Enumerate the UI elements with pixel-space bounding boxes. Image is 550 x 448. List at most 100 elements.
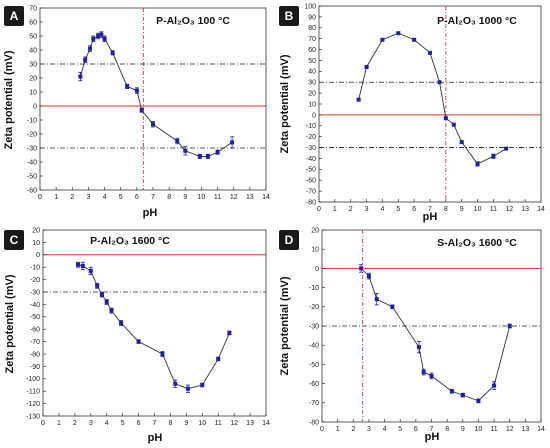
- series-line: [358, 32, 507, 165]
- x-tick-label: 1: [336, 426, 340, 433]
- y-tick-label: 20: [32, 227, 40, 234]
- data-point: [451, 122, 456, 127]
- data-point: [173, 381, 178, 386]
- data-point: [475, 161, 480, 166]
- y-tick-label: 50: [29, 33, 37, 40]
- y-tick-label: -30: [309, 323, 319, 330]
- x-tick-label: 9: [461, 426, 465, 433]
- x-tick-label: 8: [444, 206, 448, 213]
- y-tick-label: 10: [311, 247, 319, 254]
- data-point: [88, 46, 93, 51]
- x-tick-label: 10: [198, 194, 206, 201]
- x-tick-label: 12: [230, 194, 238, 201]
- y-tick-label: -50: [309, 362, 319, 369]
- y-tick-label: -120: [26, 401, 40, 408]
- panel-badge-letter: B: [285, 9, 294, 23]
- data-point: [443, 116, 448, 121]
- x-tick-label: 7: [151, 194, 155, 201]
- x-tick-label: 6: [414, 426, 418, 433]
- data-point: [109, 308, 114, 313]
- data-point: [429, 373, 434, 378]
- y-tick-label: 70: [308, 36, 316, 43]
- x-tick-label: 14: [262, 420, 270, 427]
- data-point: [421, 370, 426, 375]
- x-tick-label: 11: [490, 426, 497, 433]
- data-point: [119, 321, 124, 325]
- y-tick-label: -80: [306, 199, 316, 206]
- y-tick-label: 100: [304, 3, 316, 10]
- y-axis-label: Zeta potential (mV): [3, 50, 15, 149]
- y-tick-label: -40: [309, 343, 319, 350]
- data-point: [504, 146, 509, 151]
- x-tick-label: 6: [412, 206, 416, 213]
- y-tick-label: 80: [308, 25, 316, 32]
- x-tick-label: 14: [537, 426, 545, 433]
- panel-title: P-Al₂O₃ 1600 °C: [90, 235, 170, 247]
- data-point: [200, 383, 205, 387]
- x-tick-label: 7: [153, 420, 157, 427]
- data-point: [136, 339, 141, 344]
- y-tick-label: 50: [308, 58, 316, 65]
- panel-badge-letter: A: [10, 9, 19, 23]
- y-tick-label: -110: [27, 389, 41, 396]
- x-tick-label: 8: [445, 426, 449, 433]
- x-tick-label: 14: [537, 206, 545, 213]
- y-tick-label: 20: [311, 227, 319, 234]
- x-tick-label: 6: [135, 194, 139, 201]
- data-point: [491, 154, 496, 159]
- chart-panel-b: 0 1 2 3 4 5 6 7 8 9 10 11 12 13 14-80-70-60-50-40-30-2…: [279, 3, 545, 223]
- data-point: [492, 383, 497, 388]
- x-tick-label: 4: [383, 426, 387, 433]
- panel-badge: [4, 6, 24, 26]
- x-tick-label: 2: [349, 206, 353, 213]
- x-tick-label: 2: [70, 194, 74, 201]
- data-point: [151, 122, 155, 127]
- y-axis-label: Zeta potential (mV): [279, 54, 291, 153]
- y-tick-label: 40: [29, 47, 37, 54]
- x-tick-label: 1: [333, 206, 337, 213]
- x-tick-label: 3: [367, 426, 371, 433]
- y-tick-label: -10: [309, 285, 319, 292]
- y-tick-label: -10: [306, 123, 316, 130]
- panel-badge: [279, 6, 299, 26]
- data-point: [380, 37, 385, 42]
- x-tick-label: 3: [89, 420, 93, 427]
- x-tick-label: 14: [262, 194, 270, 201]
- x-tick-label: 8: [167, 194, 171, 201]
- y-tick-label: -100: [26, 376, 40, 383]
- y-tick-label: 0: [36, 252, 40, 259]
- data-point: [95, 283, 100, 288]
- data-point: [460, 393, 465, 398]
- x-tick-label: 1: [54, 194, 58, 201]
- data-point: [160, 352, 165, 356]
- x-tick-label: 5: [121, 420, 125, 427]
- x-tick-label: 2: [73, 420, 77, 427]
- y-tick-label: 70: [29, 5, 37, 12]
- chart-panel-c: 0 1 2 3 4 5 6 7 8 9 10 11 12 13 14-130-120-110-100-90-…: [4, 227, 270, 444]
- x-tick-label: 10: [474, 206, 482, 213]
- x-tick-label: 11: [215, 420, 222, 427]
- x-tick-label: 0: [41, 420, 45, 427]
- data-point: [507, 324, 512, 328]
- plot-frame: [318, 5, 542, 203]
- data-point: [476, 398, 481, 403]
- x-axis-label: pH: [423, 211, 438, 223]
- data-point: [134, 88, 139, 93]
- x-tick-label: 13: [521, 426, 529, 433]
- y-tick-label: 60: [308, 47, 316, 54]
- x-tick-label: 13: [521, 206, 529, 213]
- x-tick-label: 8: [168, 420, 172, 427]
- data-point: [412, 37, 417, 42]
- plot-frame: [42, 229, 267, 417]
- data-point: [102, 36, 107, 41]
- y-tick-label: 30: [308, 80, 316, 87]
- data-point: [99, 32, 104, 37]
- y-axis-label: Zeta potential (mV): [4, 274, 16, 373]
- x-tick-label: 7: [430, 426, 434, 433]
- panel-title: S-Al₂O₃ 1600 °C: [437, 237, 517, 249]
- y-tick-label: -90: [30, 364, 40, 371]
- x-tick-label: 10: [475, 426, 483, 433]
- data-point: [78, 74, 83, 79]
- y-tick-label: -20: [309, 304, 319, 311]
- y-tick-label: -60: [309, 381, 319, 388]
